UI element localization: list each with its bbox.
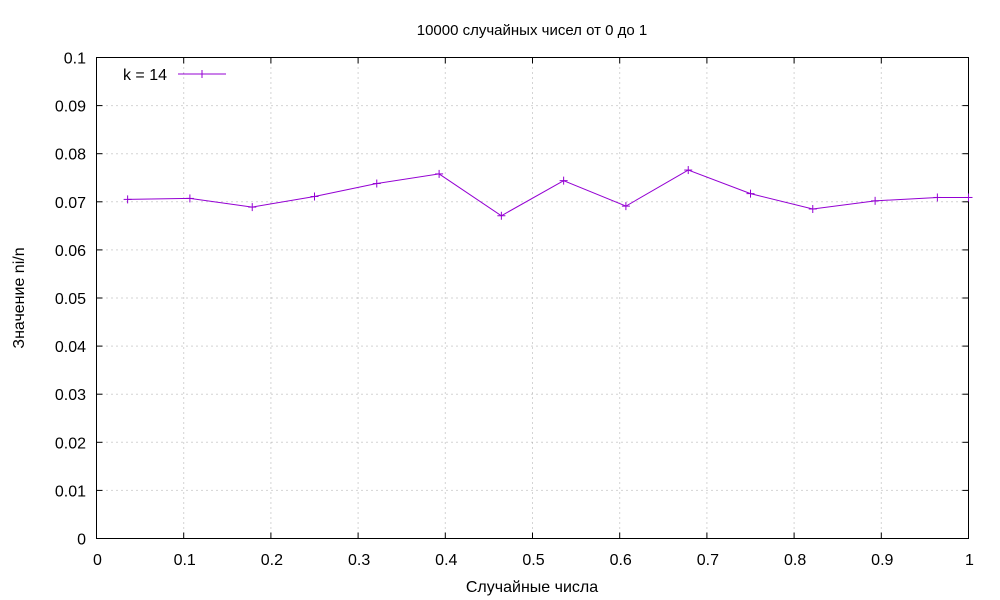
y-axis-label: Значение ni/n	[11, 247, 28, 348]
grid	[96, 57, 969, 539]
data-point	[746, 189, 755, 198]
legend: k = 14	[123, 67, 226, 84]
x-tick-label: 0.2	[261, 552, 283, 569]
legend-marker	[198, 70, 206, 78]
y-tick-label: 0.04	[55, 339, 86, 356]
x-tick-label: 1	[965, 552, 974, 569]
y-tick-label: 0	[77, 532, 86, 549]
data-point	[621, 202, 630, 211]
data-point	[372, 179, 381, 188]
data-point	[964, 193, 973, 202]
x-tick-label: 0.4	[435, 552, 457, 569]
data-point	[123, 195, 132, 204]
x-tick-label: 0	[93, 552, 102, 569]
legend-plus-marker	[198, 70, 206, 78]
legend-label: k = 14	[123, 67, 167, 84]
x-tick-label: 0.3	[348, 552, 370, 569]
data-point	[871, 196, 880, 205]
x-axis-label: Случайные числа	[466, 579, 598, 596]
series-line	[127, 169, 969, 217]
x-tick-label: 0.7	[697, 552, 719, 569]
x-tick-label: 0.9	[871, 552, 893, 569]
y-tick-label: 0.05	[55, 291, 86, 308]
plot-frame	[96, 57, 969, 539]
x-tick-label: 0.5	[522, 552, 544, 569]
x-tick-label: 0.8	[784, 552, 806, 569]
y-tick-label: 0.01	[55, 483, 86, 500]
y-tick-label: 0.07	[55, 195, 86, 212]
y-tick-label: 0.09	[55, 99, 86, 116]
tick-labels: 0 0.1 0.2 0.3 0.4 0.5 0.6 0.7 0.8 0.9 1 0 0.01 0.02 0.…	[55, 51, 974, 570]
x-tick-label: 0.6	[610, 552, 632, 569]
data-point	[497, 211, 506, 220]
y-tick-label: 0.1	[64, 51, 86, 68]
data-point	[933, 193, 942, 202]
data-point	[435, 169, 444, 178]
y-tick-label: 0.03	[55, 387, 86, 404]
y-tick-label: 0.08	[55, 147, 86, 164]
y-tick-label: 0.02	[55, 435, 86, 452]
data-point	[684, 166, 693, 175]
x-tick-label: 0.1	[174, 552, 196, 569]
data-point	[310, 192, 319, 201]
y-tick-label: 0.06	[55, 243, 86, 260]
data-point	[808, 205, 817, 214]
chart-title: 10000 случайных чисел от 0 до 1	[417, 22, 648, 39]
data-point	[559, 176, 568, 185]
data-point	[248, 203, 257, 212]
data-point	[185, 194, 194, 203]
series-layer	[123, 166, 973, 220]
